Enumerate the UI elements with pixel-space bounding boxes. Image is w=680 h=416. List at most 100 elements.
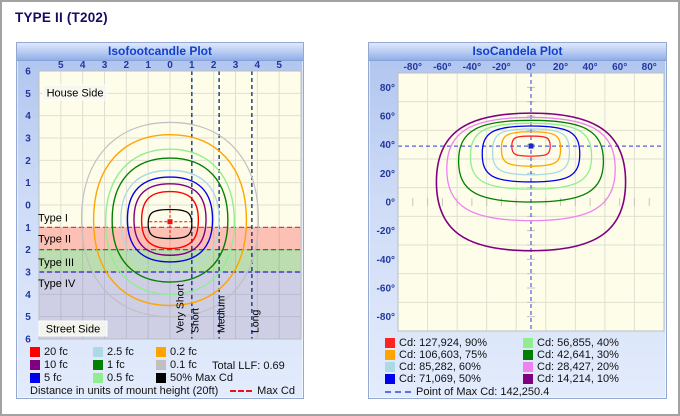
- max-cd-point-marker: [167, 219, 173, 225]
- x-axis-tick-label: 20°: [553, 62, 568, 73]
- legend-item: 0.5 fc: [93, 371, 156, 384]
- isocandela-legend-grid: Cd: 127,924, 90% Cd: 106,603, 75% Cd: 85,2…: [385, 337, 666, 385]
- legend-swatch: [93, 359, 103, 370]
- y-axis-tick-label: 2: [25, 156, 31, 167]
- page-title: TYPE II (T202): [15, 10, 108, 25]
- legend-swatch: [93, 372, 103, 383]
- legend-item: Cd: 106,603, 75%: [385, 349, 523, 361]
- legend-swatch: [30, 372, 40, 383]
- isocandela-contour: [435, 112, 627, 252]
- isocandela-contour: [457, 119, 605, 203]
- legend-item: 20 fc: [30, 345, 93, 358]
- point-of-max-cd-label: Point of Max Cd: 142,250.4: [416, 386, 550, 398]
- legend-label: 2.5 fc: [107, 345, 134, 358]
- x-axis-tick-label: 40°: [583, 62, 598, 73]
- isocandela-panel: IsoCandela Plot -80° -60° -40° -20° 0° 20° 40°…: [368, 42, 667, 399]
- y-axis-tick-label: -20°: [377, 226, 395, 237]
- isofootcandle-contour: [140, 190, 200, 250]
- x-axis-tick-label: 60°: [612, 62, 627, 73]
- x-axis-tick-label: -40°: [463, 62, 481, 73]
- legend-swatch: [385, 362, 395, 372]
- isocandela-contour: [511, 135, 551, 157]
- legend-item: 2.5 fc: [93, 345, 156, 358]
- legend-label: Cd: 14,214, 10%: [537, 373, 619, 385]
- y-axis-tick-label: -80°: [377, 312, 395, 323]
- legend-swatch: [523, 350, 533, 360]
- legend-label: 0.1 fc: [170, 358, 197, 371]
- legend-label: 20 fc: [44, 345, 68, 358]
- legend-item: 5 fc: [30, 371, 93, 384]
- max-cd-dash-icon: [230, 390, 253, 392]
- y-axis-tick-label: 6: [25, 67, 31, 78]
- street-side-label: Street Side: [46, 324, 100, 336]
- type-zone-label: Type I: [38, 212, 68, 224]
- isocandela-contour: [491, 128, 571, 176]
- y-axis-tick-label: 4: [25, 111, 31, 122]
- legend-item: 1 fc: [93, 358, 156, 371]
- legend-item: Cd: 71,069, 50%: [385, 373, 523, 385]
- legend-swatch: [385, 374, 395, 384]
- legend-swatch: [156, 359, 166, 370]
- x-axis-tick-label: 0°: [526, 62, 536, 73]
- distance-classification-label: Short: [189, 308, 201, 333]
- legend-item: Cd: 28,427, 20%: [523, 361, 666, 373]
- legend-label: Cd: 71,069, 50%: [399, 373, 481, 385]
- isofootcandle-contour: [111, 157, 229, 283]
- legend-item: Cd: 85,282, 60%: [385, 361, 523, 373]
- isofootcandle-contour: [104, 148, 236, 296]
- legend-label: 0.5 fc: [107, 371, 134, 384]
- legend-swatch: [156, 372, 166, 383]
- legend-label: Cd: 42,641, 30%: [537, 349, 619, 361]
- isofootcandle-panel: Isofootcandle Plot 5 4 3 2 1 0 1 2 3 4 5 6 5 4 3 2 1 0 1 2 3…: [16, 42, 304, 399]
- x-axis-tick-label: 5: [276, 61, 282, 71]
- plot-border: [38, 70, 302, 340]
- x-axis-tick-label: 3: [102, 61, 108, 71]
- house-side-label: House Side: [47, 88, 104, 100]
- legend-label: 0.2 fc: [170, 345, 197, 358]
- legend-label: Cd: 106,603, 75%: [399, 349, 488, 361]
- x-axis-tick-label: 0: [167, 61, 173, 71]
- y-axis-tick-label: 80°: [380, 83, 395, 94]
- y-axis-tick-label: 3: [25, 268, 31, 279]
- isocandela-contour: [469, 122, 593, 190]
- y-axis-tick-label: 60°: [380, 112, 395, 123]
- house-side-label-box: [42, 84, 108, 101]
- y-axis-tick-label: 20°: [380, 169, 395, 180]
- y-axis-tick-label: 40°: [380, 140, 395, 151]
- isocandela-plot-title: IsoCandela Plot: [369, 43, 666, 61]
- type-zone-label: Type III: [38, 257, 74, 269]
- y-axis-tick-label: 0°: [385, 198, 395, 209]
- y-axis-tick-label: -60°: [377, 284, 395, 295]
- legend-item: 10 fc: [30, 358, 93, 371]
- y-axis-tick-label: 4: [25, 290, 31, 301]
- max-cd-point-marker: [528, 143, 534, 149]
- distance-classification-label: Medium: [216, 295, 228, 333]
- isocandela-legend: Cd: 127,924, 90% Cd: 106,603, 75% Cd: 85,2…: [369, 335, 666, 398]
- max-cd-label: Max Cd: [257, 385, 295, 397]
- legend-swatch: [523, 362, 533, 372]
- legend-label: 10 fc: [44, 358, 68, 371]
- legend-swatch: [30, 346, 40, 357]
- x-axis-tick-label: -80°: [404, 62, 422, 73]
- y-axis-tick-label: 2: [25, 245, 31, 256]
- legend-swatch: [93, 346, 103, 357]
- total-llf-value: Total LLF: 0.69: [212, 360, 285, 372]
- isofootcandle-contour: [147, 208, 193, 240]
- legend-swatch: [385, 350, 395, 360]
- legend-label: Cd: 28,427, 20%: [537, 361, 619, 373]
- isofootcandle-contour: [92, 133, 248, 307]
- y-axis-tick-label: 0: [25, 201, 31, 212]
- x-axis-tick-label: -60°: [433, 62, 451, 73]
- y-axis-tick-label: 3: [25, 134, 31, 145]
- isofootcandle-plot: 5 4 3 2 1 0 1 2 3 4 5 6 5 4 3 2 1 0 1 2 3 4 5 6 House Side Street…: [25, 61, 302, 343]
- legend-label: 1 fc: [107, 358, 125, 371]
- legend-swatch: [523, 374, 533, 384]
- type-zone-label: Type IV: [38, 278, 76, 290]
- y-axis-tick-label: -40°: [377, 255, 395, 266]
- legend-label: Cd: 85,282, 60%: [399, 361, 481, 373]
- x-axis-tick-label: 3: [233, 61, 239, 71]
- isofootcandle-contour: [126, 176, 214, 263]
- point-of-max-cd-dash-icon: [385, 391, 411, 393]
- isocandela-contour: [481, 125, 581, 183]
